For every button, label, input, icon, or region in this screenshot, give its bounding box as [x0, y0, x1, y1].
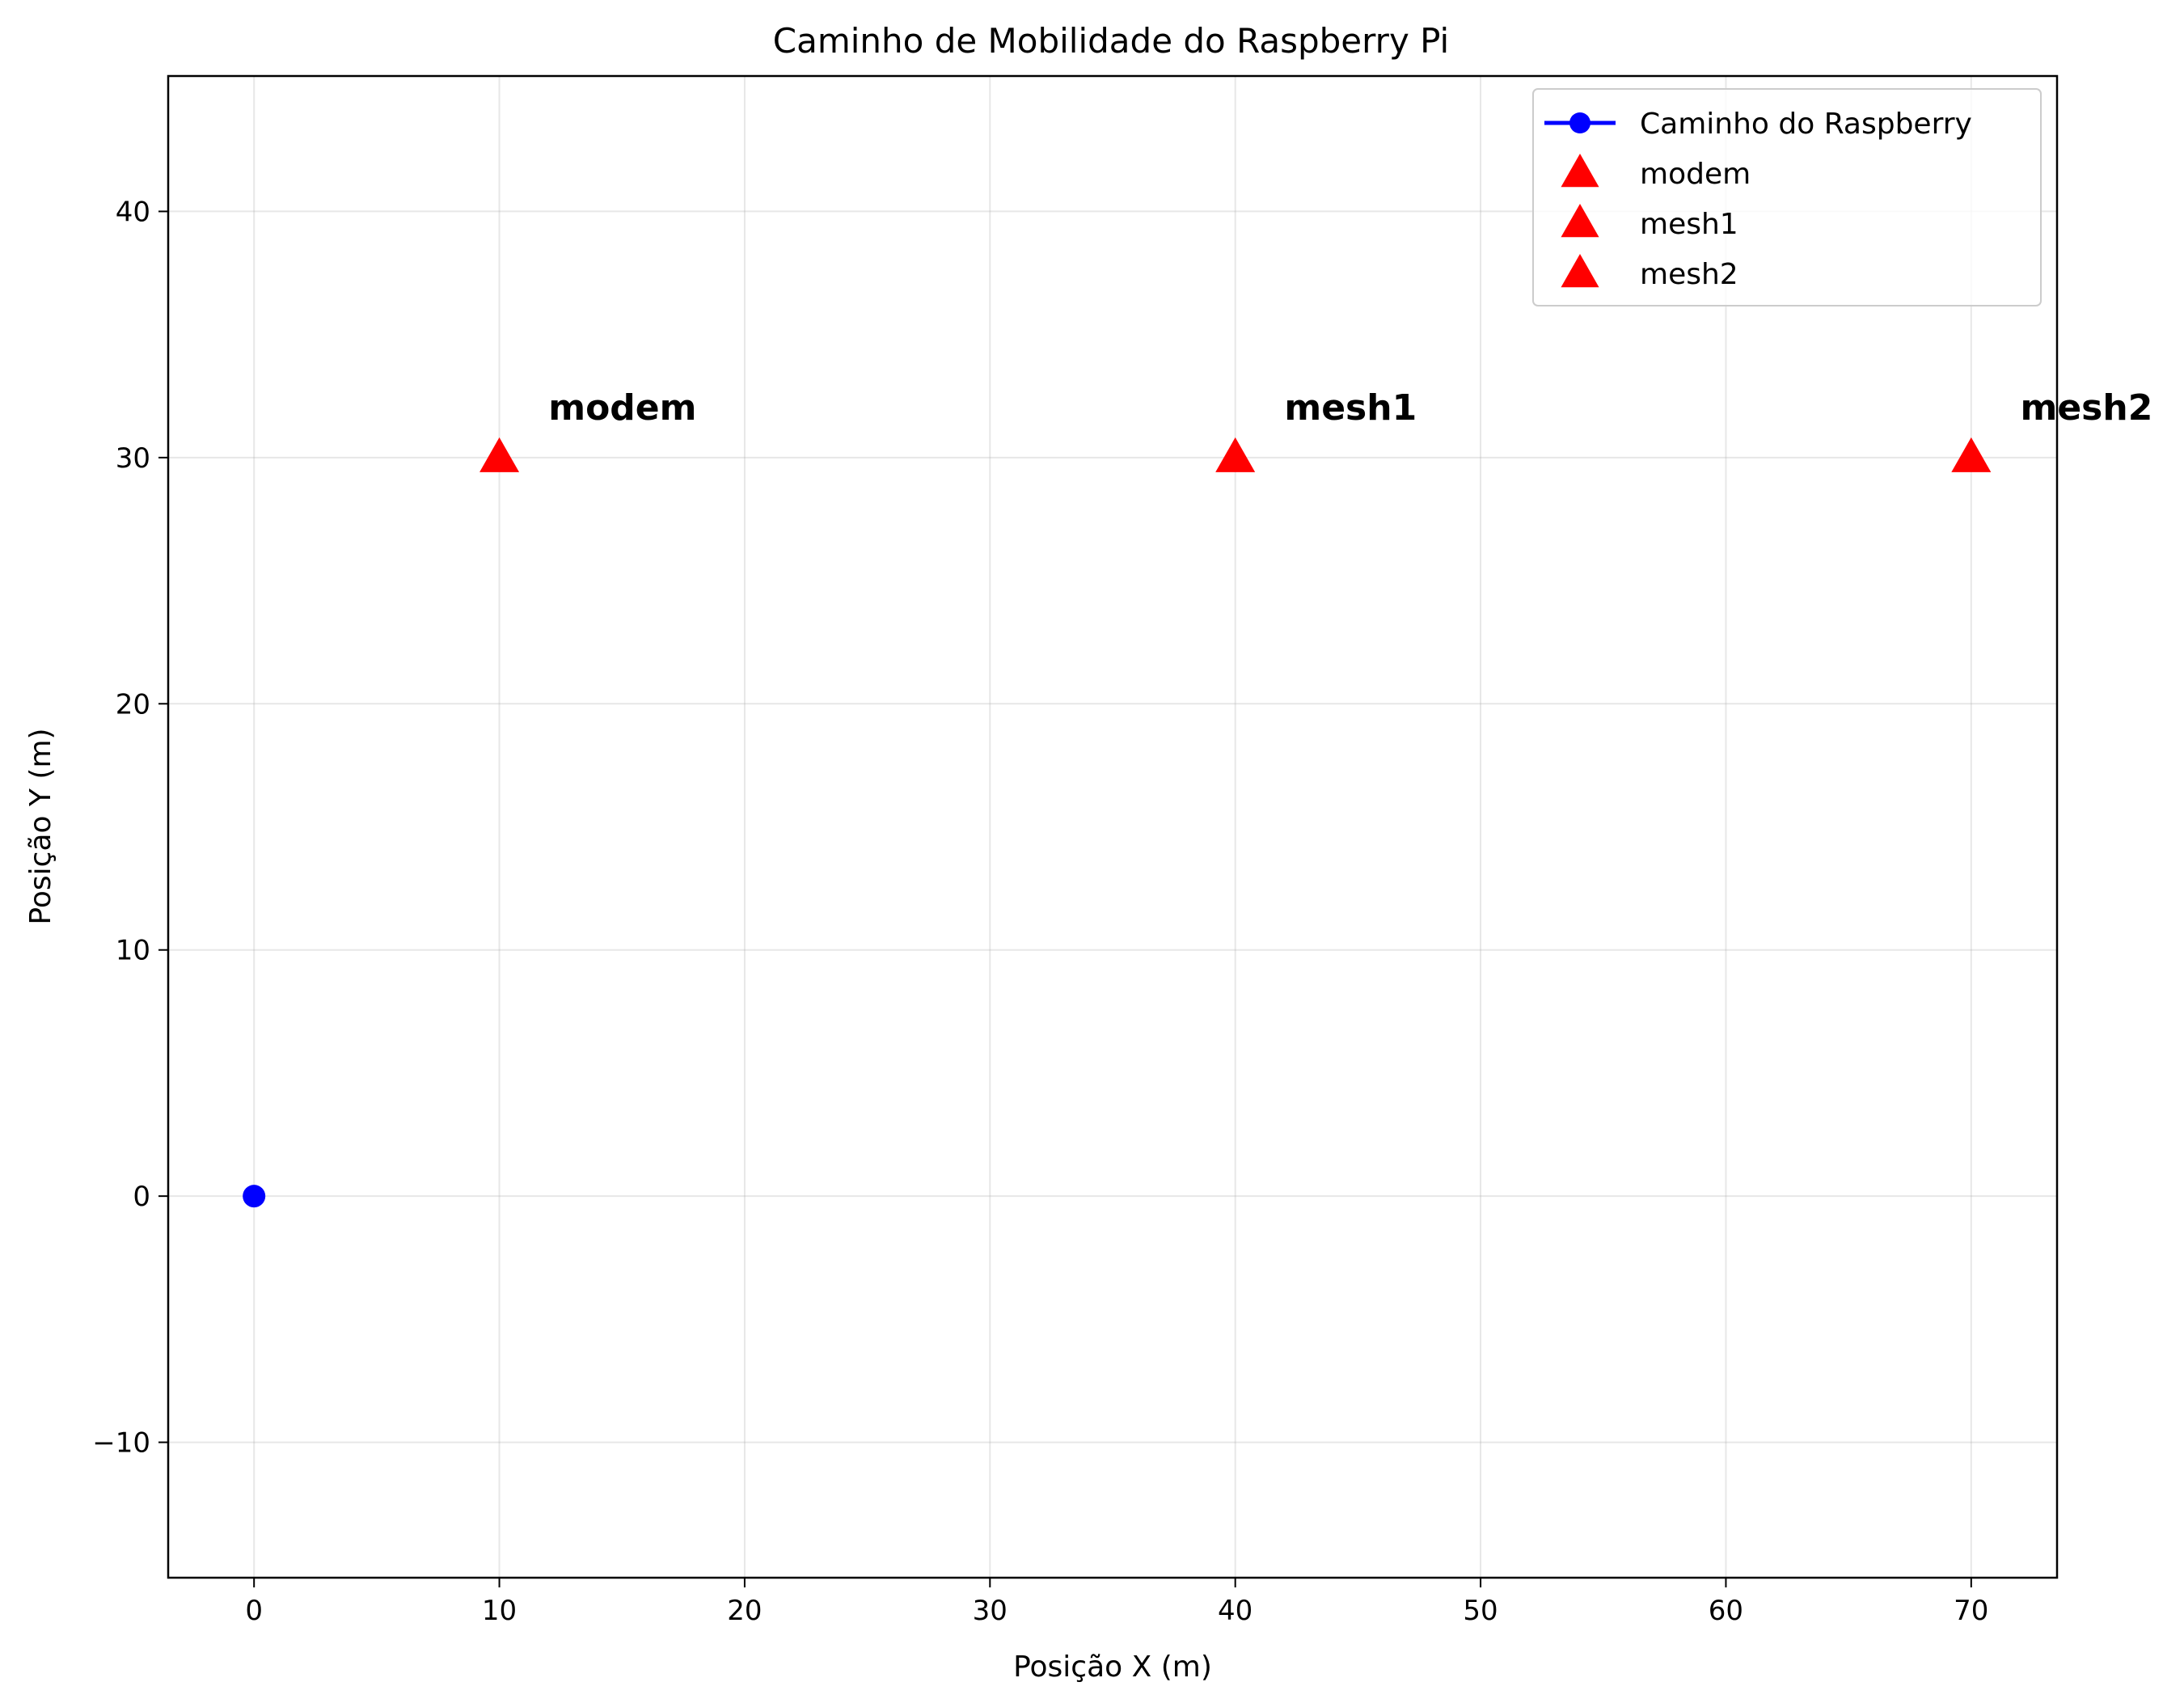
legend: Caminho do Raspberry modem mesh1 mesh2 — [1532, 88, 2042, 306]
x-tick-label: 30 — [973, 1595, 1008, 1627]
y-tick-label: 20 — [116, 688, 150, 721]
path-point — [243, 1185, 266, 1208]
x-tick-label: 60 — [1709, 1595, 1743, 1627]
axis-ticks: 0 10 20 30 40 50 60 70 −10 0 10 20 30 40 — [92, 196, 1988, 1627]
y-axis-label: Posição Y (m) — [24, 728, 57, 924]
x-tick-label: 40 — [1218, 1595, 1253, 1627]
legend-circle-icon — [1569, 112, 1590, 133]
mesh2-marker — [1951, 437, 1992, 472]
grid — [168, 76, 2057, 1578]
y-tick-label: 40 — [116, 196, 150, 228]
legend-triangle-icon — [1561, 204, 1599, 238]
plot-marks — [243, 437, 1992, 1208]
y-tick-label: 10 — [116, 935, 150, 967]
legend-triangle-icon — [1561, 154, 1599, 188]
annotation-mesh1: mesh1 — [1284, 387, 1417, 429]
legend-triangle-icon — [1561, 254, 1599, 288]
x-tick-label: 70 — [1954, 1595, 1988, 1627]
legend-entry: mesh1 — [1640, 208, 1738, 241]
legend-entry: Caminho do Raspberry — [1640, 108, 1972, 141]
legend-entry: modem — [1640, 158, 1751, 191]
annotation-mesh2: mesh2 — [2020, 387, 2152, 429]
chart-title: Caminho de Mobilidade do Raspberry Pi — [773, 21, 1449, 61]
y-tick-label: 0 — [133, 1181, 150, 1213]
legend-box — [1532, 88, 2042, 306]
y-tick-label: −10 — [92, 1427, 150, 1460]
legend-entry: mesh2 — [1640, 258, 1738, 291]
mesh1-marker — [1215, 437, 1256, 472]
annotation-modem: modem — [548, 387, 696, 429]
plot-frame — [167, 74, 2059, 1579]
annotations: modem mesh1 mesh2 — [548, 387, 2152, 429]
x-tick-label: 10 — [482, 1595, 517, 1627]
x-tick-label: 20 — [727, 1595, 762, 1627]
x-axis-label: Posição X (m) — [1013, 1650, 1212, 1684]
modem-marker — [479, 437, 520, 472]
y-tick-label: 30 — [116, 442, 150, 475]
x-tick-label: 0 — [245, 1595, 263, 1627]
x-tick-label: 50 — [1463, 1595, 1498, 1627]
